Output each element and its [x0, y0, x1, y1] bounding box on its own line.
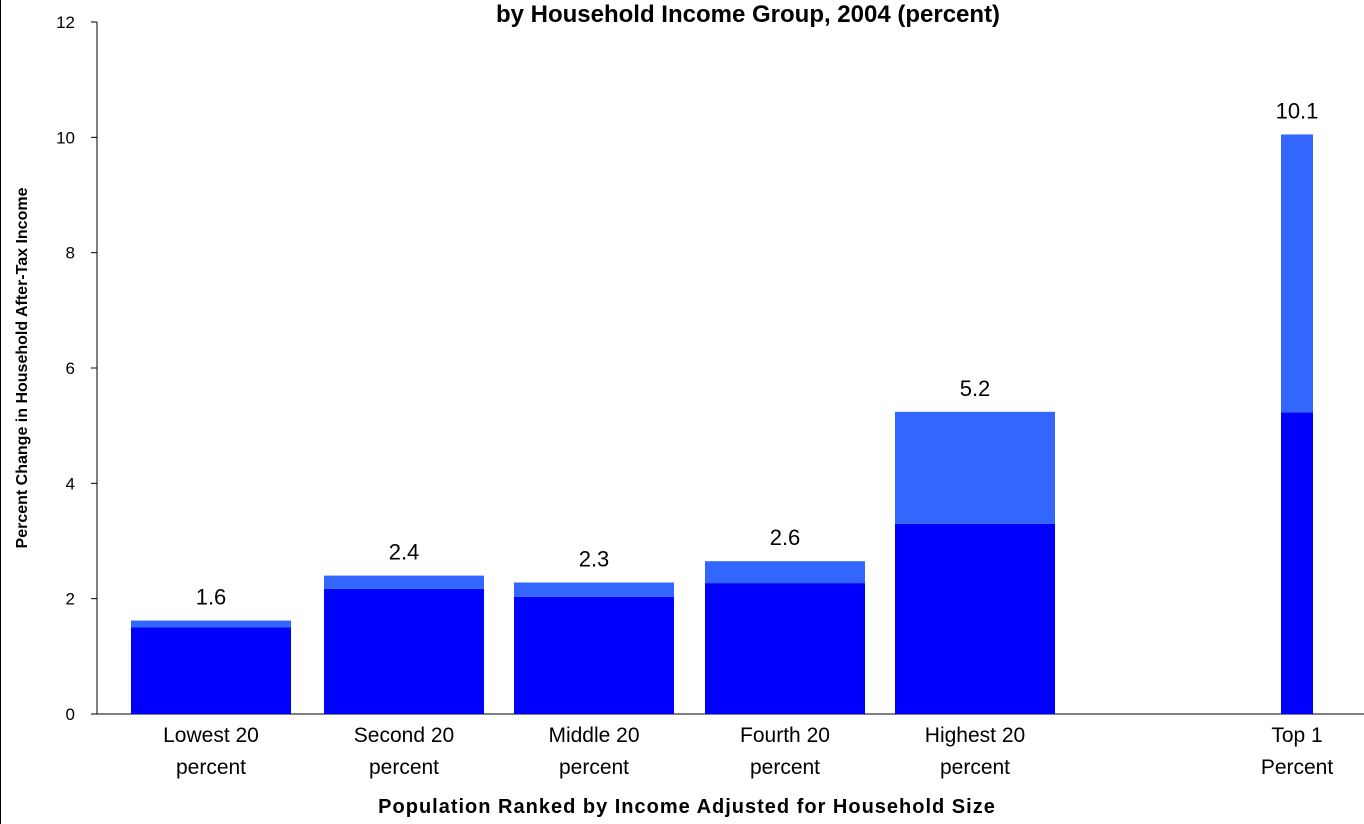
- bar-segment: [131, 620, 291, 628]
- bar-segment: [514, 582, 674, 597]
- x-tick-label: Second 20: [354, 724, 454, 747]
- bar-segment: [131, 627, 291, 714]
- bar-segment: [705, 583, 865, 714]
- x-tick-label: Middle 20: [548, 724, 639, 747]
- x-tick-label: percent: [559, 756, 629, 779]
- bar-segment: [324, 588, 484, 714]
- x-tick-label: Lowest 20: [163, 724, 259, 747]
- y-tick-label: 12: [56, 13, 75, 32]
- bar-segment: [1281, 412, 1313, 714]
- bar-segment: [895, 523, 1055, 714]
- data-label: 2.6: [770, 525, 801, 550]
- data-label: 2.4: [389, 540, 420, 565]
- bar-segment: [324, 575, 484, 589]
- x-tick-label: percent: [940, 756, 1010, 779]
- y-tick-label: 10: [56, 128, 75, 147]
- data-label: 5.2: [960, 376, 991, 401]
- x-tick-label: percent: [750, 756, 820, 779]
- data-label: 2.3: [579, 547, 610, 572]
- x-axis-label: Population Ranked by Income Adjusted for…: [378, 796, 996, 818]
- y-tick-label: 2: [66, 590, 75, 609]
- bars: 1.6 2.4 2.3 2.6 5.2 10.1: [131, 98, 1318, 714]
- bar-segment: [705, 561, 865, 584]
- y-axis-label: Percent Change in Household After-Tax In…: [14, 187, 31, 548]
- data-label: 10.1: [1276, 98, 1319, 123]
- chart-title: by Household Income Group, 2004 (percent…: [496, 1, 1000, 28]
- x-tick-label: Percent: [1261, 756, 1334, 779]
- x-tick-labels: Lowest 20 percent Second 20 percent Middle 2…: [163, 724, 1333, 779]
- y-ticks: 0 2 4 6 8 10 12: [56, 13, 97, 724]
- bar-segment: [514, 596, 674, 714]
- x-tick-label: Highest 20: [925, 724, 1025, 747]
- y-tick-label: 8: [66, 244, 75, 263]
- data-label: 1.6: [196, 585, 227, 610]
- y-tick-label: 4: [66, 474, 75, 493]
- x-tick-label: percent: [369, 756, 439, 779]
- bar-segment: [1281, 134, 1313, 413]
- x-tick-label: percent: [176, 756, 246, 779]
- x-tick-label: Top 1: [1271, 724, 1322, 747]
- y-tick-label: 6: [66, 359, 75, 378]
- x-tick-label: Fourth 20: [740, 724, 830, 747]
- y-tick-label: 0: [66, 705, 75, 724]
- bar-segment: [895, 411, 1055, 524]
